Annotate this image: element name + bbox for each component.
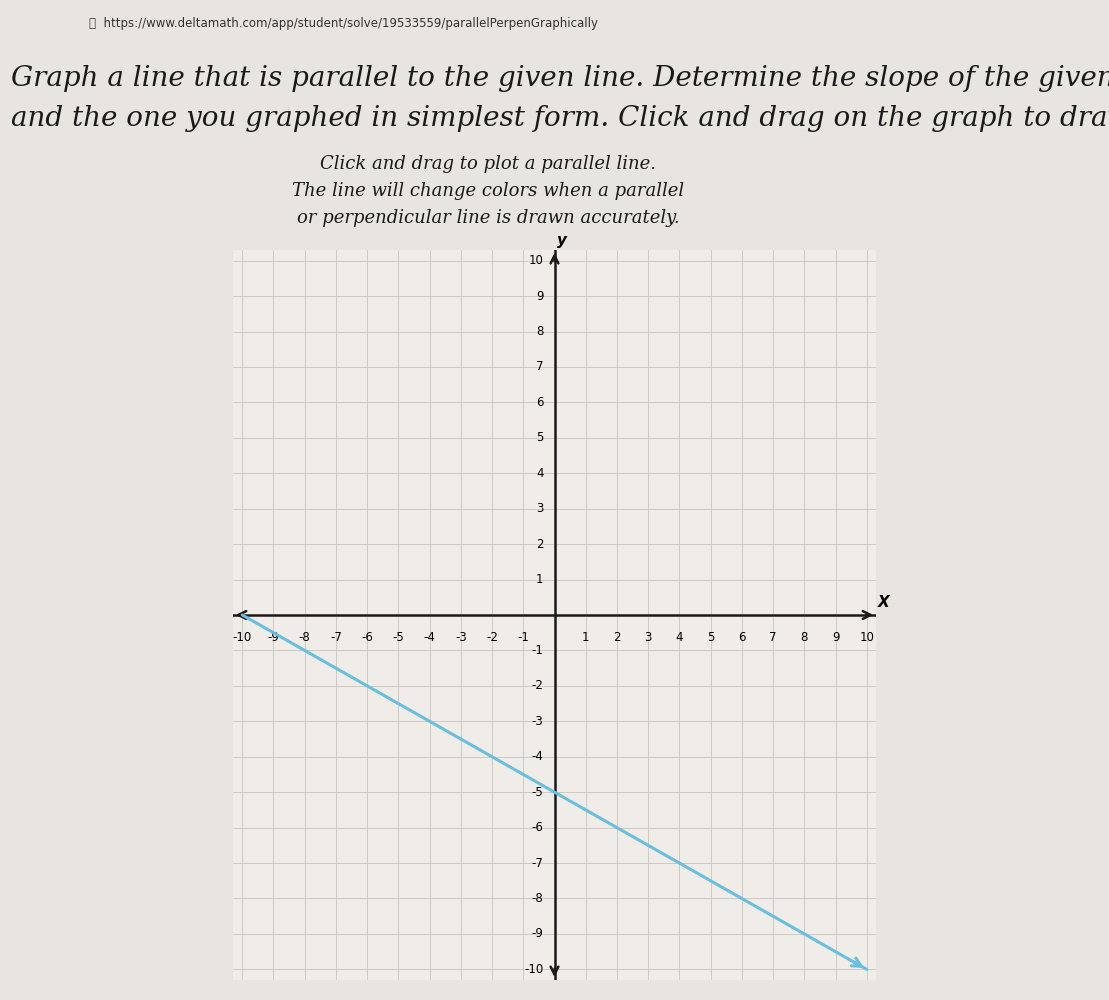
Text: 6: 6 [739,631,745,644]
Text: -7: -7 [330,631,342,644]
Text: 6: 6 [536,396,543,409]
Text: y: y [558,233,568,248]
Text: 2: 2 [536,538,543,551]
Text: X: X [877,595,889,610]
Text: 9: 9 [832,631,840,644]
Text: 10: 10 [859,631,874,644]
Text: ⚿  https://www.deltamath.com/app/student/solve/19533559/parallelPerpenGraphicall: ⚿ https://www.deltamath.com/app/student/… [89,17,598,30]
Text: -5: -5 [532,786,543,799]
Text: 9: 9 [536,290,543,303]
Text: -8: -8 [532,892,543,905]
Text: -8: -8 [298,631,311,644]
Text: -2: -2 [531,679,543,692]
Text: 7: 7 [536,360,543,373]
Text: 3: 3 [644,631,652,644]
Text: -5: -5 [393,631,405,644]
Text: 2: 2 [613,631,621,644]
Text: -10: -10 [525,963,543,976]
Text: -4: -4 [424,631,436,644]
Text: 3: 3 [536,502,543,515]
Text: -3: -3 [532,715,543,728]
Text: -7: -7 [531,857,543,870]
Text: -9: -9 [531,927,543,940]
Text: 8: 8 [801,631,808,644]
Text: Click and drag to plot a parallel line.: Click and drag to plot a parallel line. [321,155,655,173]
Text: -1: -1 [531,644,543,657]
Text: -4: -4 [531,750,543,763]
Text: -6: -6 [362,631,373,644]
Text: 8: 8 [536,325,543,338]
Text: -1: -1 [517,631,529,644]
Text: -6: -6 [531,821,543,834]
Text: 1: 1 [536,573,543,586]
Text: 4: 4 [675,631,683,644]
Text: 7: 7 [770,631,776,644]
Text: The line will change colors when a parallel: The line will change colors when a paral… [292,182,684,200]
Text: 5: 5 [706,631,714,644]
Text: 1: 1 [582,631,590,644]
Text: 4: 4 [536,467,543,480]
Text: and the one you graphed in simplest form. Click and drag on the graph to drav: and the one you graphed in simplest form… [11,105,1109,132]
Text: -3: -3 [455,631,467,644]
Text: Graph a line that is parallel to the given line. Determine the slope of the give: Graph a line that is parallel to the giv… [11,65,1109,92]
Text: 5: 5 [536,431,543,444]
Text: 10: 10 [529,254,543,267]
Text: or perpendicular line is drawn accurately.: or perpendicular line is drawn accuratel… [296,209,680,227]
Text: -10: -10 [233,631,252,644]
Text: -9: -9 [267,631,279,644]
Text: -2: -2 [486,631,498,644]
